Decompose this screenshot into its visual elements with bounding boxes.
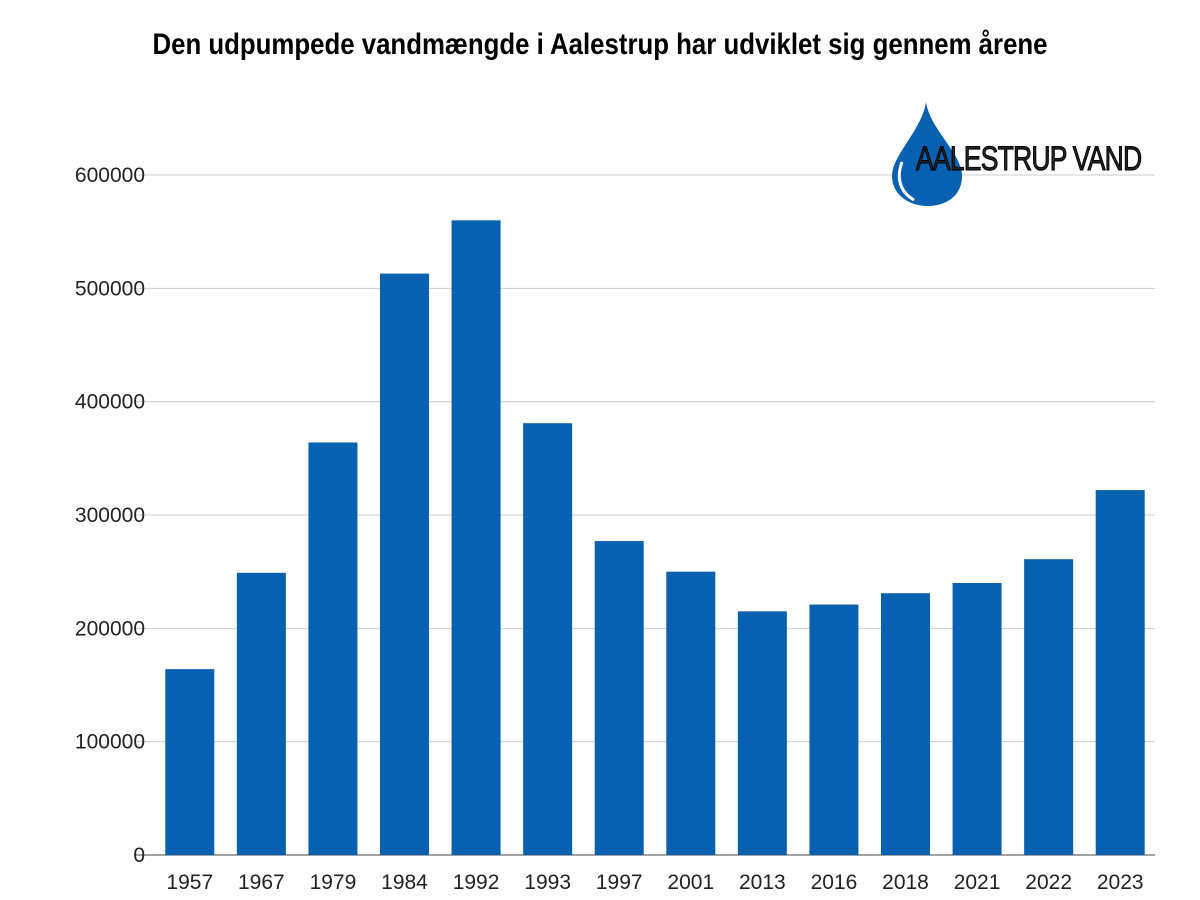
bar-1979 bbox=[308, 442, 358, 855]
x-tick-label: 2021 bbox=[954, 871, 1001, 894]
bar-2023 bbox=[1095, 490, 1145, 855]
x-tick-label: 2016 bbox=[811, 871, 858, 894]
x-tick-label: 1957 bbox=[166, 871, 213, 894]
bar-1984 bbox=[380, 273, 429, 856]
bar-2022 bbox=[1024, 559, 1074, 855]
aalestrup-vand-logo: AALESTRUP VAND bbox=[886, 100, 1146, 210]
bar-2021 bbox=[952, 583, 1002, 855]
x-tick-label: 1967 bbox=[238, 871, 285, 894]
y-tick-label: 300000 bbox=[75, 504, 145, 527]
x-tick-label: 1979 bbox=[310, 871, 357, 894]
x-tick-label: 2001 bbox=[667, 871, 714, 894]
bar-1993 bbox=[523, 423, 573, 855]
bar-2013 bbox=[737, 611, 787, 855]
x-tick-label: 2018 bbox=[882, 871, 929, 894]
bar-1997 bbox=[594, 541, 644, 855]
y-tick-label: 0 bbox=[133, 844, 145, 867]
chart-title: Den udpumpede vandmængde i Aalestrup har… bbox=[152, 28, 1048, 61]
bar-2018 bbox=[881, 593, 930, 855]
x-tick-label: 2013 bbox=[739, 871, 786, 894]
x-tick-label: 1993 bbox=[524, 871, 571, 894]
bar-1957 bbox=[165, 669, 215, 855]
bar-1967 bbox=[236, 572, 286, 855]
x-tick-label: 1997 bbox=[596, 871, 643, 894]
y-tick-label: 500000 bbox=[75, 277, 145, 300]
y-tick-label: 400000 bbox=[75, 391, 145, 414]
water-drop-icon bbox=[892, 102, 963, 206]
bar-1992 bbox=[451, 220, 501, 856]
x-tick-label: 1992 bbox=[453, 871, 500, 894]
y-tick-label: 200000 bbox=[75, 617, 145, 640]
bar-2016 bbox=[809, 604, 859, 855]
x-tick-label: 2022 bbox=[1025, 871, 1072, 894]
x-tick-label: 2023 bbox=[1097, 871, 1144, 894]
bar-2001 bbox=[666, 571, 716, 855]
x-tick-label: 1984 bbox=[381, 871, 428, 894]
logo-text: AALESTRUP VAND bbox=[916, 140, 1143, 179]
y-tick-label: 600000 bbox=[75, 164, 145, 187]
y-tick-label: 100000 bbox=[75, 731, 145, 754]
